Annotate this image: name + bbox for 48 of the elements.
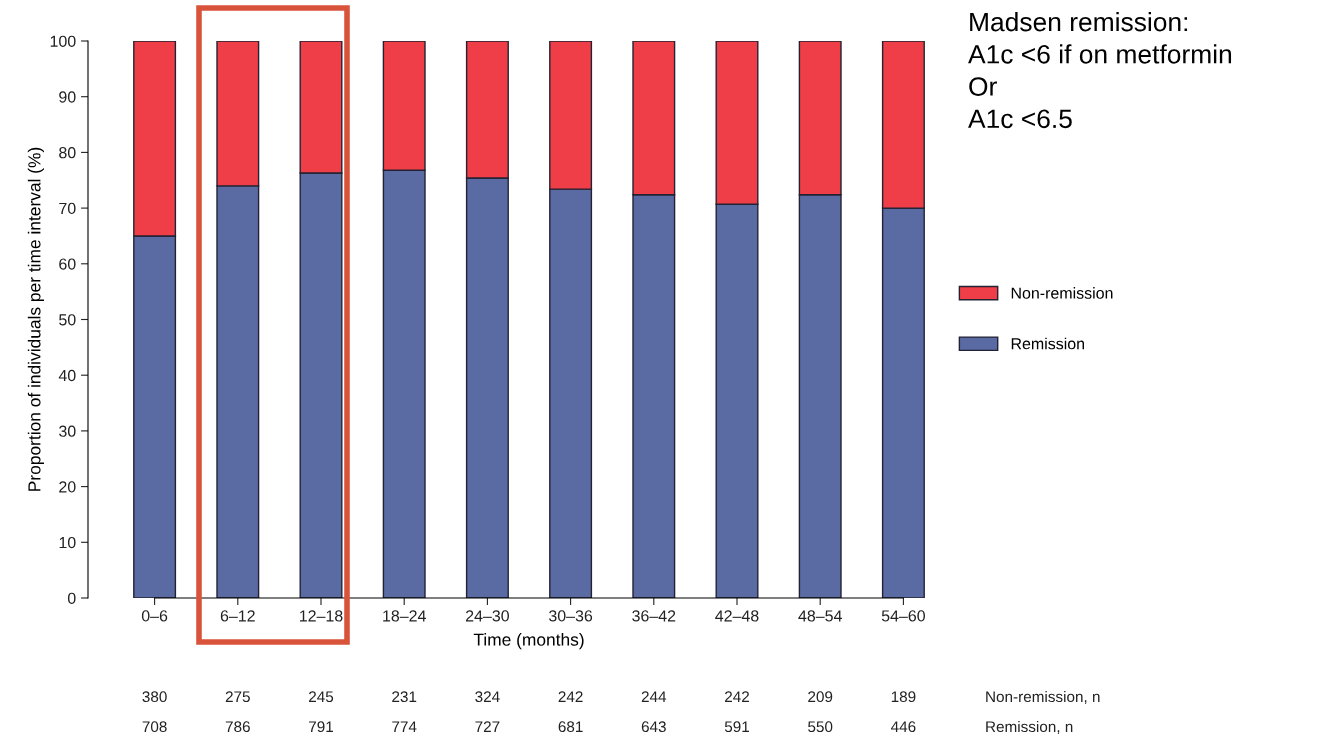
x-tick-label: 36–42 bbox=[632, 610, 676, 622]
text: Non-remission, n bbox=[986, 690, 1100, 704]
x-tick-label: 12–18 bbox=[300, 610, 343, 622]
text: 189 bbox=[891, 691, 916, 703]
x-tick-label: 18–24 bbox=[383, 610, 426, 622]
text: Remission, n bbox=[986, 720, 1073, 734]
text: Madsen remission: A1c <6 if on metformin Or A1c <6.5 bbox=[968, 12, 1232, 129]
y-tick-label: 20 bbox=[59, 481, 76, 493]
text: 242 bbox=[725, 691, 749, 702]
y-axis-title: Proportion of individuals per time interval (%) bbox=[27, 147, 44, 491]
x-tick-label: 0–6 bbox=[141, 610, 168, 622]
text: 550 bbox=[808, 721, 833, 733]
x-tick-label: 6–12 bbox=[220, 610, 255, 622]
text: 708 bbox=[142, 721, 167, 733]
x-tick-label: 42–48 bbox=[715, 610, 759, 622]
x-tick-label: 24–30 bbox=[466, 610, 509, 622]
text: 774 bbox=[392, 721, 417, 732]
text: 591 bbox=[724, 721, 749, 733]
y-tick-label: 0 bbox=[67, 592, 76, 604]
legend-label: Remission bbox=[1011, 337, 1085, 350]
text: 791 bbox=[309, 721, 333, 733]
text: 380 bbox=[142, 691, 167, 703]
x-tick-label: 48–54 bbox=[798, 610, 842, 622]
text: 446 bbox=[891, 721, 916, 733]
text: 324 bbox=[475, 691, 500, 703]
y-tick-label: 80 bbox=[59, 147, 76, 159]
text: 231 bbox=[392, 691, 417, 703]
text: 244 bbox=[641, 691, 667, 702]
y-tick-label: 90 bbox=[59, 91, 76, 103]
text: 727 bbox=[475, 721, 500, 732]
y-tick-label: 40 bbox=[58, 369, 76, 382]
text: 275 bbox=[225, 691, 250, 703]
text: 643 bbox=[641, 721, 666, 733]
y-tick-label: 60 bbox=[59, 258, 76, 270]
text: 786 bbox=[225, 721, 250, 733]
x-tick-label: 54–60 bbox=[881, 610, 925, 622]
x-axis-title: Time (months) bbox=[473, 633, 584, 650]
y-tick-label: 30 bbox=[59, 425, 76, 437]
y-tick-label: 50 bbox=[59, 314, 76, 326]
text: 209 bbox=[808, 691, 833, 703]
y-tick-label: 100 bbox=[50, 35, 76, 47]
y-tick-label: 70 bbox=[59, 202, 76, 215]
legend-label: Non-remission bbox=[1011, 287, 1113, 299]
text: 242 bbox=[558, 691, 583, 702]
text: 681 bbox=[558, 721, 583, 733]
text: 245 bbox=[309, 691, 334, 703]
x-tick-label: 30–36 bbox=[549, 610, 593, 622]
y-tick-label: 10 bbox=[59, 536, 76, 549]
